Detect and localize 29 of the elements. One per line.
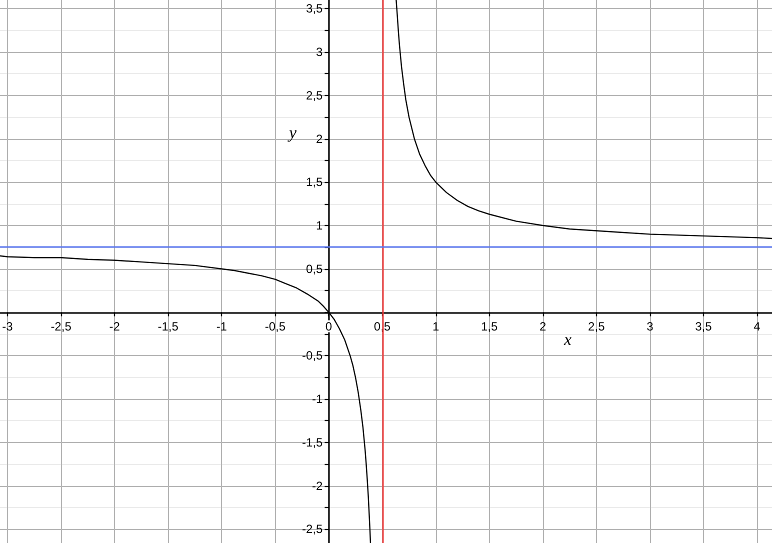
x-tick-label: 0 (325, 319, 332, 334)
x-tick-label: 3 (646, 319, 654, 334)
y-tick-label: 3 (316, 45, 324, 60)
y-tick-label: 1 (316, 218, 324, 233)
y-tick-label: -1,5 (302, 435, 324, 450)
x-tick-label: -2 (109, 319, 120, 334)
x-tick-label: 2,5 (588, 319, 606, 334)
y-tick-label: -1 (312, 392, 324, 406)
x-tick-label: -1,5 (158, 319, 179, 334)
x-axis-title: x (563, 330, 572, 349)
y-tick-label: 1,5 (306, 175, 324, 190)
y-tick-label: -2,5 (302, 522, 324, 536)
x-tick-label: -0,5 (264, 319, 286, 334)
x-tick-label: 3,5 (695, 319, 712, 334)
line-series (396, 0, 772, 240)
x-tick-label: 4 (754, 319, 761, 334)
x-tick-label: 1,5 (480, 319, 498, 334)
y-tick-label: 2,5 (306, 88, 324, 102)
y-tick-label: 2 (316, 132, 324, 146)
y-tick-label: 0,5 (306, 262, 324, 276)
y-axis-title: y (287, 123, 297, 142)
x-tick-label: 1 (432, 319, 440, 334)
x-tick-label: -2,5 (50, 319, 72, 334)
x-tick-label: 2 (540, 319, 547, 334)
x-tick-label: -3 (2, 319, 14, 334)
x-tick-label: -1 (216, 319, 228, 334)
y-tick-label: -0,5 (302, 348, 324, 363)
y-tick-label: -2 (312, 478, 324, 493)
y-tick-label: 3,5 (306, 2, 324, 16)
